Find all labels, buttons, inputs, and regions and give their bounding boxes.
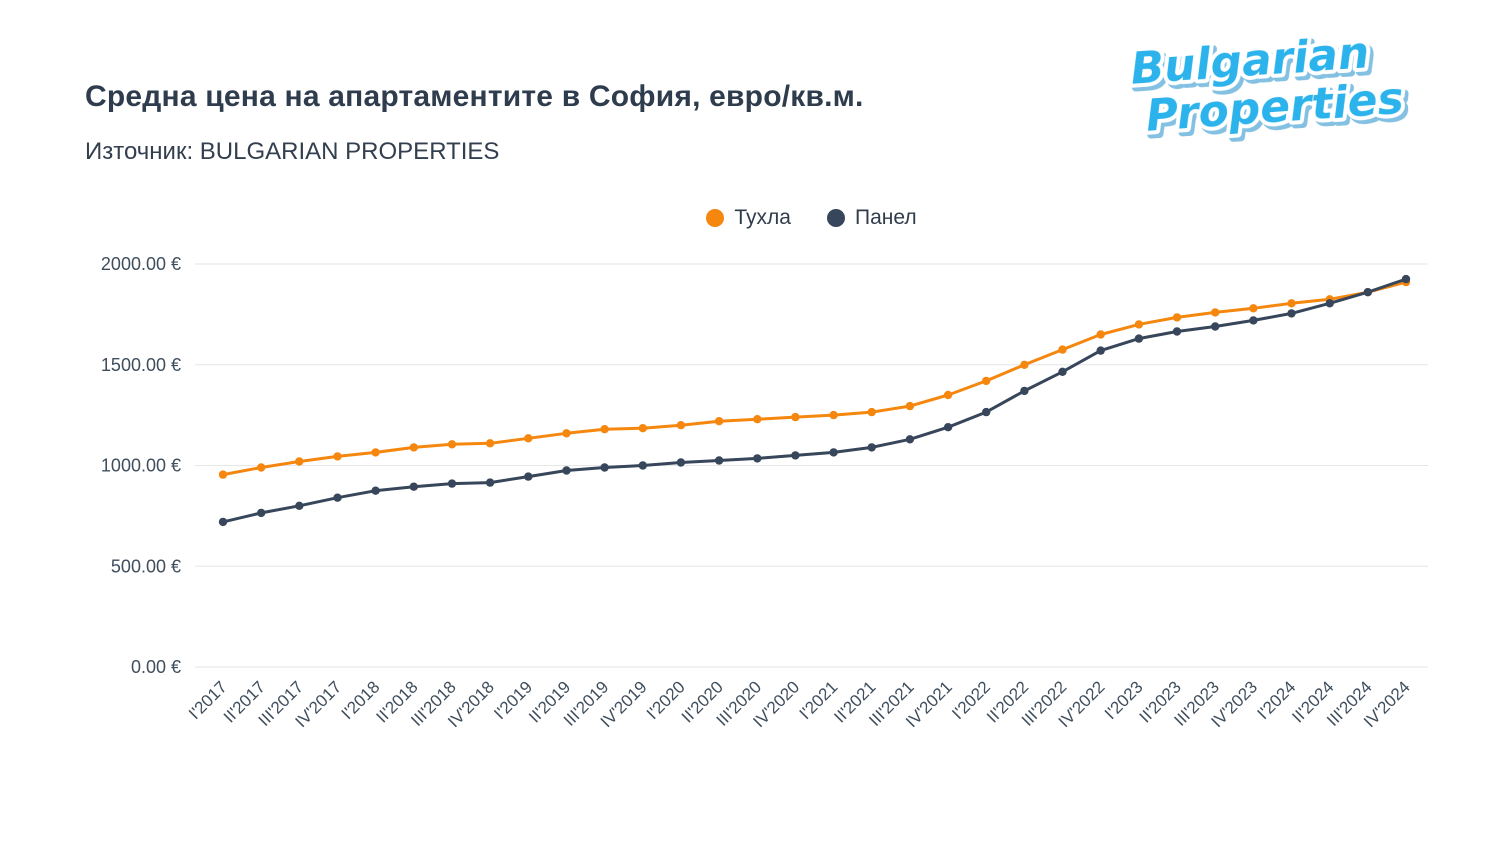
data-point-panel[interactable] <box>1134 334 1144 343</box>
data-point-tuhla[interactable] <box>562 429 571 438</box>
data-point-panel[interactable] <box>982 407 991 417</box>
data-point-tuhla[interactable] <box>943 390 953 400</box>
data-point-panel[interactable] <box>1096 346 1105 355</box>
data-point-panel[interactable] <box>524 472 533 481</box>
data-point-tuhla[interactable] <box>1096 330 1105 339</box>
chart-legend: Тухла Панел <box>195 206 1428 230</box>
data-point-panel[interactable] <box>638 461 647 470</box>
data-point-tuhla[interactable] <box>600 425 609 434</box>
data-point-panel[interactable] <box>791 451 800 460</box>
legend-item-tuhla[interactable]: Тухла <box>706 206 791 230</box>
legend-marker-panel-icon <box>826 209 845 227</box>
data-point-tuhla[interactable] <box>333 452 342 461</box>
data-point-panel[interactable] <box>1172 327 1182 336</box>
data-point-tuhla[interactable] <box>638 424 647 433</box>
data-point-tuhla[interactable] <box>1058 345 1067 354</box>
data-point-panel[interactable] <box>1325 299 1334 308</box>
source-subtitle: Източник: BULGARIAN PROPERTIES <box>85 138 500 165</box>
data-point-panel[interactable] <box>867 443 876 452</box>
data-point-panel[interactable] <box>295 501 304 510</box>
data-point-tuhla[interactable] <box>218 470 228 479</box>
legend-item-panel[interactable]: Панел <box>826 206 917 230</box>
data-point-tuhla[interactable] <box>753 415 762 424</box>
data-point-tuhla[interactable] <box>982 376 991 386</box>
page-title: Средна цена на апартаментите в София, ев… <box>85 80 864 113</box>
data-point-tuhla[interactable] <box>409 443 418 452</box>
data-point-panel[interactable] <box>371 486 380 495</box>
data-point-tuhla[interactable] <box>371 448 380 457</box>
data-point-tuhla[interactable] <box>867 407 876 417</box>
data-point-tuhla[interactable] <box>676 421 686 430</box>
data-point-tuhla[interactable] <box>1287 299 1296 308</box>
y-axis-tick-label: 1000.00 € <box>101 456 181 476</box>
data-point-panel[interactable] <box>333 493 342 502</box>
data-point-tuhla[interactable] <box>1172 313 1182 322</box>
series-line-panel <box>221 277 1408 524</box>
data-point-panel[interactable] <box>676 458 686 467</box>
data-point-tuhla[interactable] <box>1211 308 1220 317</box>
data-point-tuhla[interactable] <box>1020 360 1029 369</box>
brand-logo: Bulgarian Properties <box>1125 24 1409 142</box>
data-point-tuhla[interactable] <box>295 457 304 466</box>
data-point-tuhla[interactable] <box>485 439 495 448</box>
data-point-panel[interactable] <box>1020 386 1029 396</box>
data-point-panel[interactable] <box>1211 322 1220 331</box>
data-point-panel[interactable] <box>1249 316 1258 325</box>
data-point-tuhla[interactable] <box>1134 320 1144 329</box>
legend-marker-tuhla-icon <box>706 209 725 227</box>
data-point-panel[interactable] <box>485 478 495 487</box>
data-point-panel[interactable] <box>1401 274 1411 284</box>
data-point-tuhla[interactable] <box>829 410 838 420</box>
data-point-panel[interactable] <box>829 448 838 457</box>
data-point-tuhla[interactable] <box>714 417 724 426</box>
legend-label-panel: Панел <box>854 206 917 229</box>
data-point-panel[interactable] <box>409 482 418 491</box>
data-point-tuhla[interactable] <box>791 412 800 422</box>
data-point-panel[interactable] <box>447 479 457 488</box>
y-axis-tick-label: 2000.00 € <box>101 254 181 274</box>
y-axis-tick-label: 500.00 € <box>111 556 181 576</box>
data-point-tuhla[interactable] <box>524 434 533 443</box>
data-point-panel[interactable] <box>257 508 266 518</box>
data-point-tuhla[interactable] <box>447 440 457 449</box>
legend-label-tuhla: Тухла <box>734 206 791 229</box>
data-point-panel[interactable] <box>943 423 953 432</box>
data-point-panel[interactable] <box>562 466 571 475</box>
data-point-panel[interactable] <box>714 456 724 465</box>
data-point-panel[interactable] <box>753 454 762 463</box>
data-point-panel[interactable] <box>1058 367 1067 376</box>
data-point-panel[interactable] <box>1363 288 1373 297</box>
data-point-panel[interactable] <box>600 463 609 472</box>
y-axis-tick-label: 0.00 € <box>131 657 181 677</box>
data-point-panel[interactable] <box>218 517 228 527</box>
data-point-tuhla[interactable] <box>257 463 266 472</box>
data-point-panel[interactable] <box>1287 309 1296 318</box>
data-point-tuhla[interactable] <box>1249 304 1258 313</box>
y-axis-tick-label: 1500.00 € <box>101 355 181 375</box>
data-point-tuhla[interactable] <box>905 401 915 411</box>
series-line-tuhla <box>221 280 1408 477</box>
data-point-panel[interactable] <box>905 435 915 444</box>
